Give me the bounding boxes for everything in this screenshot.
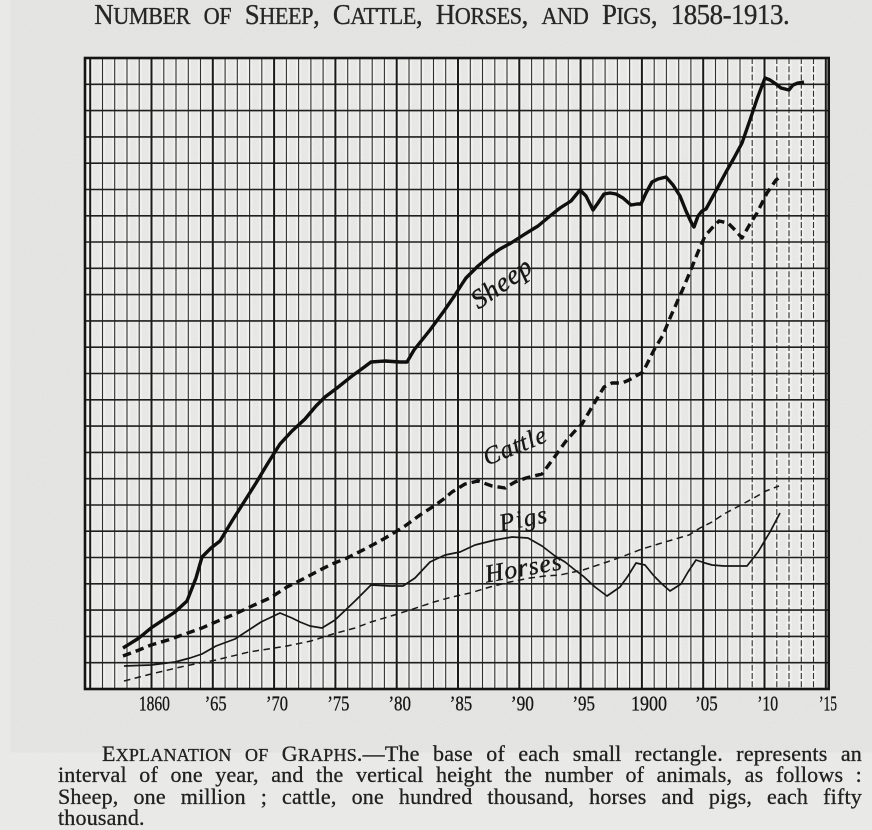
svg-text:’75: ’75 [327, 692, 349, 716]
svg-text:’15: ’15 [819, 692, 837, 716]
svg-text:’85: ’85 [450, 692, 473, 716]
svg-text:1860: 1860 [139, 692, 170, 716]
svg-text:’95: ’95 [572, 692, 595, 716]
svg-text:’65: ’65 [205, 692, 227, 716]
svg-text:’80: ’80 [388, 692, 411, 716]
svg-text:’10: ’10 [757, 692, 778, 716]
svg-text:’90: ’90 [511, 692, 534, 716]
svg-text:Horses: Horses [482, 546, 565, 588]
svg-text:’70: ’70 [266, 692, 288, 716]
svg-text:’05: ’05 [695, 692, 718, 716]
svg-text:1900: 1900 [631, 692, 667, 716]
